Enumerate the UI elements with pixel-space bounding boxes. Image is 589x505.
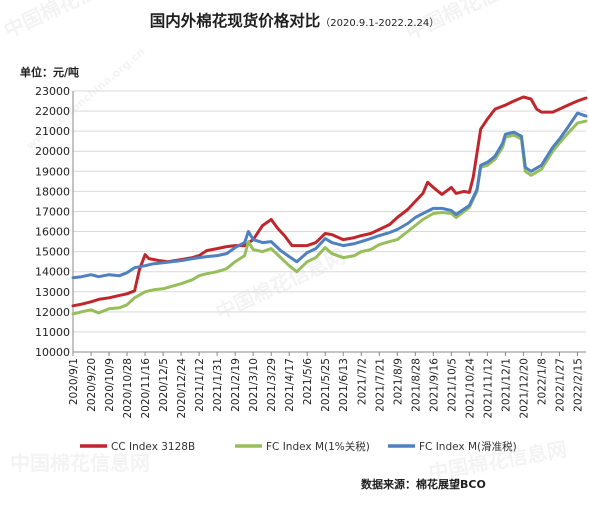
y-tick-label: 23000 [35, 85, 70, 98]
y-tick-label: 17000 [35, 205, 70, 218]
x-tick-label: 2021/4/17 [284, 358, 296, 412]
chart-subtitle: （2020.9.1-2022.2.24） [320, 18, 440, 29]
x-tick-label: 2020/10/28 [122, 358, 134, 419]
y-tick-label: 15000 [35, 246, 70, 259]
watermark: 中国棉花信息网 [0, 0, 137, 43]
x-tick-label: 2021/12/20 [518, 358, 530, 419]
x-tick-label: 2020/9/1 [68, 358, 80, 405]
x-tick-label: 2021/7/2 [356, 358, 368, 405]
chart-title: 国内外棉花现货价格对比 [149, 11, 321, 30]
x-tick-label: 2022/2/15 [572, 358, 584, 412]
series-line-1 [71, 95, 588, 308]
x-tick-label: 2021/3/10 [248, 358, 260, 412]
y-tick-label: 19000 [35, 165, 70, 178]
watermark: 中国棉花信息网 [10, 451, 150, 475]
x-tick-label: 2020/10/9 [104, 358, 116, 412]
y-tick-label: 20000 [35, 145, 70, 158]
x-tick-label: 2021/1/12 [194, 358, 206, 412]
y-tick-label: 22000 [35, 105, 70, 118]
x-tick-label: 2021/10/5 [446, 358, 458, 412]
x-tick-label: 2021/8/28 [410, 358, 422, 412]
x-tick-label: 2021/7/21 [374, 358, 386, 412]
x-tick-label: 2022/1/8 [536, 358, 548, 405]
x-tick-label: 2021/1/31 [212, 358, 224, 412]
legend-label-2: FC Index M(1%关税) [266, 440, 370, 453]
legend: CC Index 3128B FC Index M(1%关税) FC Index M… [80, 440, 517, 453]
x-tick-label: 2021/6/13 [338, 358, 350, 412]
gridlines [73, 90, 586, 353]
source-label: 数据来源：棉花展望BCO [361, 478, 486, 491]
series-line-3 [71, 111, 588, 280]
series-line-2 [71, 119, 588, 316]
y-tick-label: 18000 [35, 185, 70, 198]
x-tick-label: 2020/11/16 [140, 358, 152, 419]
x-tick-label: 2020/12/24 [176, 358, 188, 419]
y-tick-label: 14000 [35, 266, 70, 279]
x-tick-label: 2021/5/6 [302, 358, 314, 405]
x-tick-label: 2021/12/1 [500, 358, 512, 412]
x-tick-label: 2021/5/25 [320, 358, 332, 412]
x-tick-label: 2021/9/16 [428, 358, 440, 412]
legend-label-3: FC Index M(滑准税) [419, 440, 517, 453]
y-tick-label: 16000 [35, 226, 70, 239]
x-axis: 2020/9/1 2020/9/20 2020/10/9 2020/10/28 2020… [68, 352, 584, 419]
series-layer [71, 95, 588, 316]
y-tick-label: 12000 [35, 306, 70, 319]
unit-label: 单位：元/吨 [20, 66, 80, 79]
x-tick-label: 2020/12/5 [158, 358, 170, 412]
y-tick-label: 21000 [35, 125, 70, 138]
legend-label-1: CC Index 3128B [111, 441, 195, 453]
x-tick-label: 2021/11/12 [482, 358, 494, 419]
x-tick-label: 2020/9/20 [86, 358, 98, 412]
x-tick-label: 2021/3/29 [266, 358, 278, 412]
watermark: 中国棉花信息网 [402, 0, 539, 45]
x-tick-label: 2021/10/24 [464, 358, 476, 419]
y-axis: 10000 11000 12000 13000 14000 15000 16000 17000… [35, 85, 586, 359]
x-tick-label: 2022/1/27 [554, 358, 566, 412]
chart-title-block: 国内外棉花现货价格对比（2020.9.1-2022.2.24） [0, 9, 589, 31]
y-tick-label: 11000 [35, 326, 70, 339]
x-tick-label: 2021/2/19 [230, 358, 242, 412]
y-tick-label: 10000 [35, 346, 70, 359]
x-tick-label: 2021/8/9 [392, 358, 404, 405]
y-tick-label: 13000 [35, 286, 70, 299]
